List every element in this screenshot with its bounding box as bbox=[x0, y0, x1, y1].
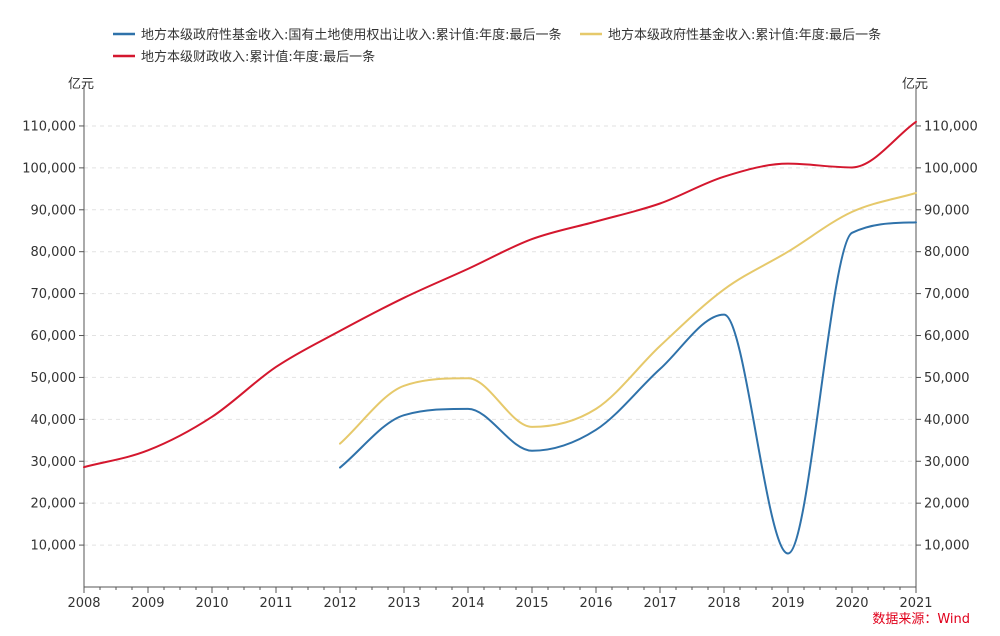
y-tick-label-right: 10,000 bbox=[924, 539, 970, 554]
series-line-fiscal-revenue[interactable] bbox=[83, 120, 917, 469]
series-line-fund-revenue[interactable] bbox=[339, 192, 917, 445]
y-tick-label-right: 80,000 bbox=[924, 245, 970, 260]
legend-label-land-revenue: 地方本级政府性基金收入:国有土地使用权出让收入:累计值:年度:最后一条 bbox=[141, 27, 562, 43]
legend-item-fund-revenue[interactable]: 地方本级政府性基金收入:累计值:年度:最后一条 bbox=[580, 27, 881, 43]
x-tick-label: 2014 bbox=[451, 596, 484, 611]
right-y-axis-ticks: 10,000 20,000 30,000 40,000 50,000 60,000 70,0… bbox=[916, 119, 978, 554]
y-tick-label-right: 30,000 bbox=[924, 455, 970, 470]
y-tick-label-left: 70,000 bbox=[31, 287, 77, 302]
x-tick-label: 2021 bbox=[899, 596, 932, 611]
series-line-land-revenue[interactable] bbox=[339, 221, 917, 555]
y-tick-label-left: 30,000 bbox=[31, 455, 77, 470]
y-tick-label-right: 70,000 bbox=[924, 287, 970, 302]
legend-item-fiscal-revenue[interactable]: 地方本级财政收入:累计值:年度:最后一条 bbox=[113, 49, 375, 65]
x-tick-label: 2011 bbox=[259, 596, 292, 611]
legend-item-land-revenue[interactable]: 地方本级政府性基金收入:国有土地使用权出让收入:累计值:年度:最后一条 bbox=[113, 27, 562, 43]
y-tick-label-left: 60,000 bbox=[31, 329, 77, 344]
legend-label-fund-revenue: 地方本级政府性基金收入:累计值:年度:最后一条 bbox=[608, 27, 881, 43]
x-tick-label: 2018 bbox=[707, 596, 740, 611]
chart-legend: 地方本级政府性基金收入:国有土地使用权出让收入:累计值:年度:最后一条 地方本级… bbox=[113, 27, 881, 65]
left-axis-unit: 亿元 bbox=[68, 77, 94, 92]
y-tick-label-right: 90,000 bbox=[924, 203, 970, 218]
y-tick-label-left: 50,000 bbox=[31, 371, 77, 386]
series-lines bbox=[83, 120, 917, 555]
right-axis-unit: 亿元 bbox=[902, 77, 928, 92]
y-tick-label-right: 20,000 bbox=[924, 497, 970, 512]
y-tick-label-right: 110,000 bbox=[924, 119, 978, 134]
x-tick-label: 2009 bbox=[131, 596, 164, 611]
x-tick-label: 2019 bbox=[771, 596, 804, 611]
y-tick-label-right: 100,000 bbox=[924, 161, 978, 176]
x-tick-label: 2017 bbox=[643, 596, 676, 611]
y-tick-label-left: 80,000 bbox=[31, 245, 77, 260]
x-tick-label: 2008 bbox=[67, 596, 100, 611]
y-tick-label-left: 100,000 bbox=[22, 161, 76, 176]
y-tick-label-left: 20,000 bbox=[31, 497, 77, 512]
x-tick-label: 2020 bbox=[835, 596, 868, 611]
left-y-axis-ticks: 10,000 20,000 30,000 40,000 50,000 60,000 70,0… bbox=[22, 119, 84, 554]
y-tick-label-right: 40,000 bbox=[924, 413, 970, 428]
y-tick-label-left: 10,000 bbox=[31, 539, 77, 554]
x-tick-label: 2016 bbox=[579, 596, 612, 611]
y-tick-label-left: 110,000 bbox=[22, 119, 76, 134]
data-source-note: 数据来源：Wind bbox=[872, 612, 970, 627]
grid-lines bbox=[84, 125, 916, 546]
x-axis-ticks: 2008 2009 2010 2011 2012 2013 2014 2015 2016 2017… bbox=[67, 587, 933, 611]
x-tick-label: 2010 bbox=[195, 596, 228, 611]
y-tick-label-left: 90,000 bbox=[31, 203, 77, 218]
y-tick-label-right: 60,000 bbox=[924, 329, 970, 344]
y-tick-label-right: 50,000 bbox=[924, 371, 970, 386]
y-tick-label-left: 40,000 bbox=[31, 413, 77, 428]
x-tick-label: 2012 bbox=[323, 596, 356, 611]
x-tick-label: 2013 bbox=[387, 596, 420, 611]
x-tick-label: 2015 bbox=[515, 596, 548, 611]
legend-label-fiscal-revenue: 地方本级财政收入:累计值:年度:最后一条 bbox=[141, 49, 375, 65]
